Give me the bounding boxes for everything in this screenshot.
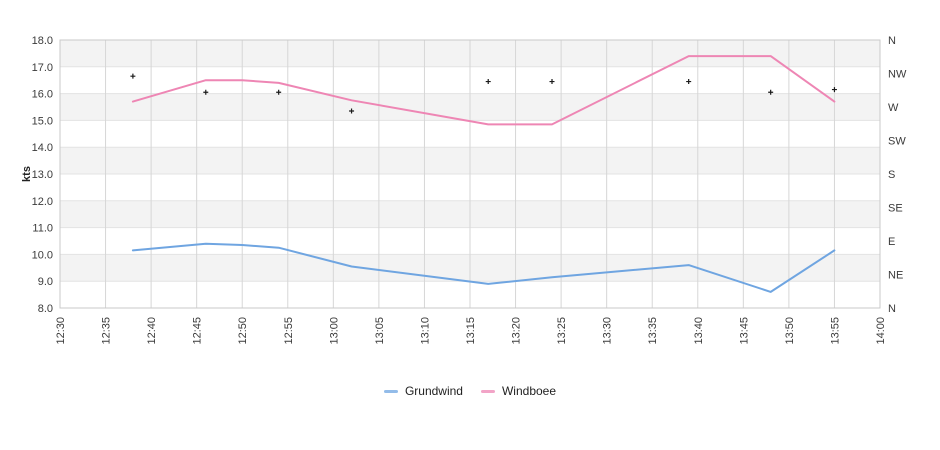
wind-direction-marker — [686, 79, 692, 85]
wind-direction-marker — [203, 89, 209, 95]
wind-direction-marker — [549, 79, 555, 85]
x-axis-tick: 13:40 — [693, 317, 705, 345]
x-axis-tick: 13:25 — [556, 317, 568, 345]
left-axis-tick: 12.0 — [32, 196, 53, 208]
grundwind-line-swatch — [383, 389, 398, 393]
plot-border — [59, 39, 881, 309]
right-axis-tick: S — [888, 169, 895, 181]
legend-item-windboee[interactable]: Windboee — [480, 384, 557, 398]
right-axis-tick: SE — [888, 203, 903, 215]
left-axis-tick: 8.0 — [38, 303, 53, 315]
windboee-line — [131, 55, 836, 126]
x-axis-tick: 12:45 — [192, 317, 204, 345]
windboee-line-swatch — [480, 389, 495, 393]
left-axis-labels: 18.0 17.0 16.0 15.0 14.0 13.0 12.0 11.0 10.0 9.0 8… — [32, 35, 53, 315]
left-axis-tick: 16.0 — [32, 89, 53, 101]
x-axis-tick: 13:10 — [419, 317, 431, 345]
right-axis-tick: N — [888, 35, 896, 47]
y-axis-title: kts — [21, 166, 33, 182]
wind-direction-marker — [276, 89, 282, 95]
x-axis-tick: 13:30 — [602, 317, 614, 345]
grundwind-line — [131, 242, 836, 293]
x-axis-tick: 13:45 — [738, 317, 750, 345]
left-axis-tick: 9.0 — [38, 276, 53, 288]
x-axis-tick: 12:40 — [146, 317, 158, 345]
left-axis-tick: 18.0 — [32, 35, 53, 47]
legend-label-grundwind: Grundwind — [404, 384, 463, 398]
right-axis-tick: W — [888, 102, 899, 114]
right-axis-tick: NE — [888, 270, 903, 282]
chart-legend: Grundwind Windboee — [0, 384, 940, 398]
x-axis-tick: 12:55 — [283, 317, 295, 345]
x-axis-labels: 12:30 12:35 12:40 12:45 12:50 12:55 13:00 13:05… — [55, 317, 887, 345]
wind-speed-direction-chart: 18.0 17.0 16.0 15.0 14.0 13.0 12.0 11.0 10.0 9.0 8… — [21, 35, 907, 345]
left-axis-tick: 11.0 — [32, 223, 53, 235]
wind-direction-marker — [831, 87, 837, 93]
left-axis-tick: 14.0 — [32, 142, 53, 154]
legend-item-grundwind[interactable]: Grundwind — [383, 384, 463, 398]
left-axis-tick: 13.0 — [32, 169, 53, 181]
x-axis-tick: 13:20 — [511, 317, 523, 345]
x-axis-tick: 13:55 — [829, 317, 841, 345]
right-axis-tick: SW — [888, 136, 906, 148]
wind-direction-marker — [485, 79, 491, 85]
right-axis-tick: NW — [888, 69, 907, 81]
x-axis-tick: 13:15 — [465, 317, 477, 345]
x-axis-tick: 13:50 — [784, 317, 796, 345]
x-axis-tick: 13:35 — [647, 317, 659, 345]
wind-direction-markers — [130, 73, 837, 114]
left-axis-tick: 15.0 — [32, 115, 53, 127]
right-axis-labels: N NW W SW S SE E NE N — [888, 35, 907, 315]
legend-label-windboee: Windboee — [501, 384, 557, 398]
wind-direction-marker — [768, 89, 774, 95]
wind-direction-marker — [349, 108, 355, 114]
x-axis-tick: 14:00 — [875, 317, 887, 345]
left-axis-tick: 17.0 — [32, 62, 53, 74]
wind-direction-marker — [130, 73, 136, 79]
x-axis-tick: 12:30 — [55, 317, 67, 345]
x-axis-tick: 12:35 — [101, 317, 113, 345]
right-axis-tick: E — [888, 236, 895, 248]
x-axis-tick: 13:05 — [374, 317, 386, 345]
x-axis-tick: 13:00 — [328, 317, 340, 345]
right-axis-tick: N — [888, 303, 896, 315]
x-axis-tick: 12:50 — [237, 317, 249, 345]
left-axis-tick: 10.0 — [32, 249, 53, 261]
